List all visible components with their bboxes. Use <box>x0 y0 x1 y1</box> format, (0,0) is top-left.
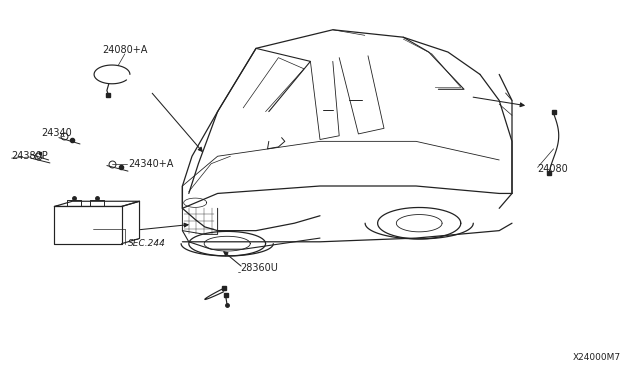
Text: X24000M7: X24000M7 <box>573 353 621 362</box>
Text: SEC.244: SEC.244 <box>128 239 166 248</box>
Text: 24340: 24340 <box>42 128 72 138</box>
Text: 24080+A: 24080+A <box>102 45 147 55</box>
Text: 24340+A: 24340+A <box>128 159 173 169</box>
Text: 28360U: 28360U <box>240 263 278 273</box>
Text: 24080: 24080 <box>538 164 568 174</box>
Text: 24380P: 24380P <box>12 151 48 161</box>
